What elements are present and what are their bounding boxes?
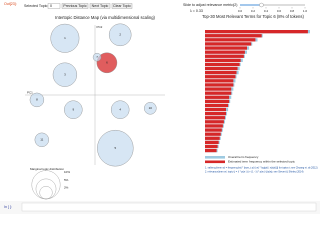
topic-bar	[205, 95, 230, 99]
topic-bar	[205, 144, 218, 149]
topic-bar	[205, 38, 256, 42]
clear-button[interactable]	[111, 3, 133, 9]
topic-bar	[205, 62, 240, 67]
topic-circle[interactable]	[29, 92, 45, 108]
topic-circle[interactable]	[96, 52, 118, 74]
next-button[interactable]	[89, 3, 111, 9]
slider-tick-label: 0.8	[290, 9, 295, 13]
topic-bar	[205, 30, 308, 34]
topic-bar	[205, 42, 252, 46]
topic-label: 5	[114, 146, 116, 150]
topic-bar	[205, 124, 223, 128]
button-label: Previous Topic	[63, 4, 87, 8]
topic-label: 1	[64, 36, 66, 40]
topic-bar	[205, 148, 217, 153]
legend-size-label: 10%	[64, 170, 70, 174]
topic-bar	[205, 112, 226, 116]
topic-label: 7	[96, 55, 98, 59]
legend-swatch	[205, 156, 225, 159]
topic-bar	[205, 83, 234, 87]
button-label: Clear Topic	[113, 4, 131, 8]
topic-bar	[205, 46, 247, 50]
topic-label: 9	[72, 107, 74, 111]
topic-label: 2	[119, 33, 121, 37]
topic-value: 0	[50, 4, 52, 8]
slider-tick-label: 0.2	[251, 9, 256, 13]
topic-bar	[205, 54, 244, 58]
slider-label: Slide to adjust relevance metric:	[183, 3, 234, 7]
topic-label: 11	[40, 138, 43, 142]
topic-circle[interactable]	[97, 129, 134, 167]
legend-title: Marginal topic distribution	[30, 167, 64, 171]
slider-tick-label: 0.0	[238, 9, 243, 13]
topic-bar	[205, 120, 224, 124]
x-axis-label: PC1	[27, 90, 33, 94]
topic-circle[interactable]	[144, 102, 157, 115]
slider-note: (2)	[233, 3, 237, 7]
notebook-output: Out[23]: Selected Topic: 0 Previous Topi…	[4, 1, 318, 212]
topic-label: 6	[106, 61, 108, 65]
topic-bar	[205, 107, 226, 112]
topic-circle[interactable]	[110, 100, 130, 119]
terms-title: Top-30 Most Relevant Terms for Topic 6 (…	[202, 14, 304, 19]
topic-circle[interactable]	[108, 23, 132, 47]
topic-bar	[205, 79, 234, 83]
topic-bar	[205, 132, 221, 136]
topic-bar	[205, 128, 222, 132]
topic-label: Selected Topic:	[24, 4, 48, 8]
legend-label: Estimated term frequency within the sele…	[228, 160, 295, 164]
topic-circle[interactable]	[34, 132, 49, 147]
legend-size-label: 2%	[64, 186, 69, 190]
topic-bar	[205, 99, 230, 103]
topic-label: 3	[64, 72, 66, 76]
topic-bar	[205, 116, 225, 120]
topic-bar	[205, 87, 232, 91]
topic-bar	[205, 91, 232, 95]
topic-bar	[205, 140, 219, 144]
topic-bar	[205, 136, 220, 140]
code-cell[interactable]	[21, 202, 317, 212]
topic-label: 4	[119, 107, 121, 111]
topic-bar	[205, 71, 237, 75]
footnote: 1. saliency(term w) = frequency(w) * [su…	[205, 167, 318, 170]
map-title: Intertopic Distance Map (via multidimens…	[55, 15, 155, 20]
topic-label: 10	[149, 106, 153, 110]
topic-circle[interactable]	[64, 100, 83, 119]
topic-bar	[205, 103, 229, 108]
lambda-label: λ = 0.33	[190, 9, 203, 13]
topic-circle[interactable]	[52, 62, 78, 87]
topic-circle[interactable]	[50, 23, 80, 53]
legend-size-label: 5%	[64, 178, 69, 182]
button-label: Next Topic	[92, 4, 109, 8]
legend-label: Overall term frequency	[228, 155, 259, 159]
topic-bar	[205, 58, 241, 62]
topic-label: 8	[36, 98, 38, 102]
previous-button[interactable]	[61, 3, 89, 9]
topic-bar	[205, 75, 236, 79]
legend-circle	[31, 170, 61, 200]
topic-circle[interactable]	[92, 52, 102, 62]
topic-bar	[205, 34, 262, 38]
input-prompt: In [ ]:	[4, 205, 12, 209]
slider-tick-label: 1.0	[303, 9, 308, 13]
topic-input[interactable]	[47, 3, 61, 9]
y-axis-label: PC2	[97, 25, 103, 29]
footnote: 2. relevance(term w | topic t) = λ * p(w…	[205, 171, 304, 174]
slider-tick-label: 0.4	[264, 9, 269, 13]
output-prompt: Out[23]:	[4, 2, 17, 6]
topic-bar	[205, 50, 245, 54]
slider-tick-label: 0.6	[277, 9, 282, 13]
topic-bar	[205, 66, 238, 71]
legend-swatch	[205, 160, 225, 164]
slider-handle[interactable]	[259, 2, 264, 8]
